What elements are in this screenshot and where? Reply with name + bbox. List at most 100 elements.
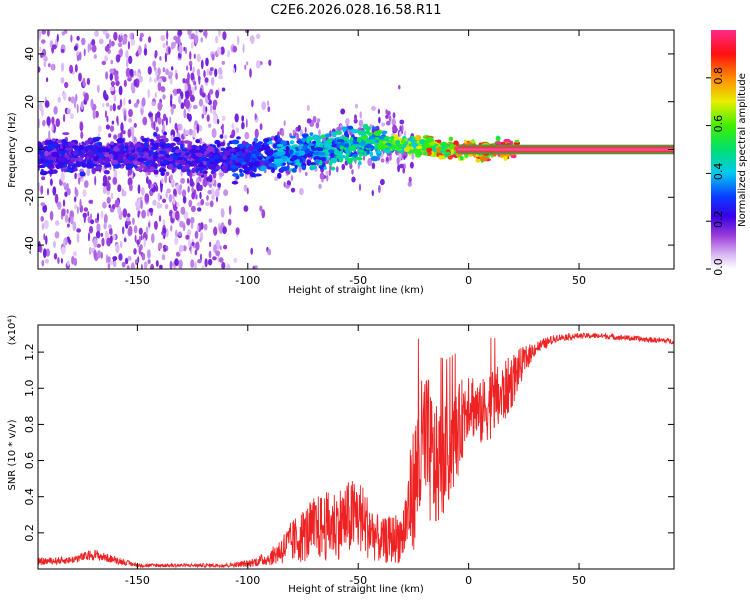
heatmap-speckle — [328, 169, 331, 176]
heatmap-speckle — [147, 249, 151, 259]
heatmap-ridge-cell — [46, 163, 55, 169]
heatmap-ridge-cell — [407, 140, 412, 145]
heatmap-speckle — [196, 53, 201, 63]
heatmap-speckle — [299, 188, 304, 196]
heatmap-speckle — [137, 184, 141, 194]
heatmap-speckle — [212, 109, 217, 117]
heatmap-ridge-cell — [429, 142, 435, 146]
snr-panel: -150 -100 -50 0 50 0.2 0.4 0.6 0.8 1.0 1.2 Height … — [7, 315, 675, 595]
heatmap-speckle — [189, 51, 192, 60]
heatmap-speckle — [73, 45, 78, 51]
heatmap-speckle — [40, 185, 43, 195]
heatmap-speckle — [296, 132, 299, 141]
spectrogram-xlabel: Height of straight line (km) — [288, 285, 424, 296]
heatmap-ridge-cell — [146, 156, 154, 160]
heatmap-speckle — [197, 207, 202, 212]
heatmap-speckle — [166, 188, 171, 194]
heatmap-speckle — [117, 133, 121, 139]
heatmap-ridge-cell — [300, 150, 305, 156]
heatmap-speckle — [386, 120, 391, 126]
heatmap-speckle — [87, 43, 90, 53]
heatmap-speckle — [74, 196, 77, 203]
heatmap-ridge-cell — [72, 150, 79, 155]
heatmap-speckle — [101, 60, 107, 66]
heatmap-speckle — [62, 199, 66, 207]
heatmap-ridge-cell — [239, 172, 245, 177]
heatmap-speckle — [43, 248, 47, 259]
heatmap-speckle — [190, 222, 194, 230]
heatmap-speckle — [211, 194, 215, 200]
heatmap-speckle — [166, 40, 168, 47]
heatmap-speckle — [209, 183, 212, 188]
heatmap-ridge-cell — [289, 157, 295, 162]
y-tick-label: -20 — [23, 188, 36, 206]
heatmap-ridge-cell — [316, 147, 324, 152]
heatmap-speckle — [381, 122, 386, 127]
heatmap-ridge-cell — [56, 139, 63, 144]
heatmap-ridge-cell — [63, 140, 69, 146]
heatmap-ridge-cell — [169, 153, 176, 158]
heatmap-speckle — [115, 243, 120, 254]
heatmap-ridge-cell — [160, 143, 167, 149]
heatmap-ridge-cell — [205, 176, 213, 182]
heatmap-speckle — [60, 48, 65, 53]
heatmap-speckle — [169, 77, 173, 85]
heatmap-ridge-cell — [277, 172, 282, 179]
heatmap-speckle — [74, 64, 78, 73]
heatmap-speckle — [304, 127, 307, 133]
heatmap-speckle — [155, 260, 159, 267]
heatmap-ridge-cell — [438, 155, 443, 160]
heatmap-speckle — [156, 111, 161, 118]
heatmap-speckle — [45, 248, 51, 257]
heatmap-speckle — [153, 220, 158, 230]
heatmap-speckle — [174, 258, 179, 267]
heatmap-ridge-cell — [276, 161, 281, 168]
heatmap-speckle — [228, 205, 232, 215]
heatmap-speckle — [68, 96, 71, 102]
heatmap-speckle — [241, 115, 245, 122]
heatmap-speckle — [147, 66, 152, 75]
heatmap-speckle — [281, 129, 285, 137]
heatmap-speckle — [380, 158, 385, 163]
heatmap-speckle — [254, 128, 259, 139]
heatmap-speckle — [358, 119, 364, 128]
heatmap-speckle — [70, 34, 73, 43]
heatmap-speckle — [221, 262, 226, 269]
heatmap-speckle — [227, 218, 232, 226]
heatmap-speckle — [69, 64, 74, 74]
heatmap-ridge-cell — [351, 155, 359, 162]
heatmap-ridge-cell — [268, 162, 276, 168]
y-tick-label: 0.8 — [23, 416, 36, 434]
heatmap-speckle — [164, 52, 167, 63]
heatmap-speckle — [117, 184, 122, 192]
heatmap-ridge-cell — [141, 138, 149, 143]
heatmap-speckle — [102, 181, 107, 187]
heatmap-ridge-cell — [161, 150, 167, 155]
heatmap-speckle — [140, 263, 143, 269]
heatmap-speckle — [105, 124, 110, 130]
heatmap-ridge-cell — [144, 147, 149, 152]
heatmap-speckle — [90, 98, 94, 109]
heatmap-speckle — [292, 129, 296, 134]
heatmap-speckle — [43, 219, 49, 230]
heatmap-speckle — [94, 30, 99, 37]
heatmap-speckle — [55, 118, 61, 127]
heatmap-speckle — [178, 95, 182, 105]
heatmap-speckle — [170, 106, 174, 115]
heatmap-ridge-cell — [163, 137, 169, 143]
heatmap-speckle — [93, 54, 97, 59]
heatmap-speckle — [38, 118, 41, 129]
heatmap-speckle — [166, 30, 169, 40]
heatmap-ridge-cell — [157, 163, 161, 167]
heatmap-speckle — [213, 226, 218, 236]
heatmap-speckle — [182, 196, 187, 204]
heatmap-speckle — [163, 113, 167, 122]
heatmap-ridge-cell — [86, 164, 95, 168]
heatmap-speckle — [133, 122, 137, 128]
heatmap-speckle — [255, 33, 261, 40]
heatmap-speckle — [222, 31, 227, 41]
heatmap-speckle — [72, 251, 77, 257]
heatmap-speckle — [179, 247, 182, 255]
heatmap-ridge-cell — [294, 164, 298, 170]
heatmap-speckle — [91, 167, 96, 175]
